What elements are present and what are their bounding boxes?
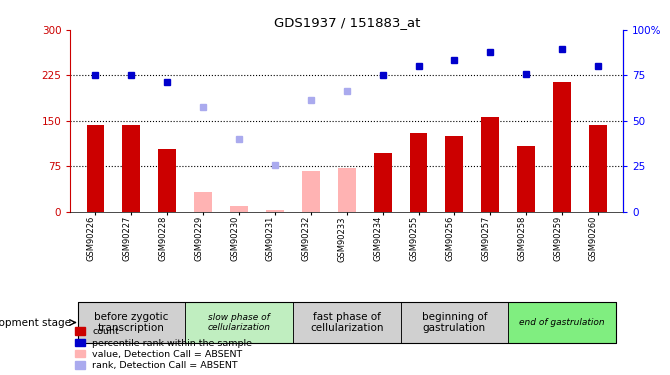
Bar — [86, 125, 105, 212]
Bar — [230, 206, 248, 212]
Bar — [409, 133, 427, 212]
Bar — [185, 302, 293, 343]
Bar — [194, 192, 212, 212]
Bar — [123, 125, 140, 212]
Bar — [266, 210, 284, 212]
Text: before zygotic
transcription: before zygotic transcription — [94, 312, 169, 333]
Text: beginning of
gastrulation: beginning of gastrulation — [421, 312, 487, 333]
Bar — [401, 302, 509, 343]
Bar — [517, 146, 535, 212]
Bar — [374, 153, 391, 212]
Bar — [509, 302, 616, 343]
Bar — [589, 125, 607, 212]
Bar — [293, 302, 401, 343]
Legend: count, percentile rank within the sample, value, Detection Call = ABSENT, rank, : count, percentile rank within the sample… — [75, 327, 252, 370]
Bar — [481, 117, 499, 212]
Text: slow phase of
cellularization: slow phase of cellularization — [208, 313, 271, 332]
Title: GDS1937 / 151883_at: GDS1937 / 151883_at — [273, 16, 420, 29]
Bar — [338, 168, 356, 212]
Bar — [553, 81, 571, 212]
Text: development stage: development stage — [0, 318, 71, 327]
Bar — [158, 149, 176, 212]
Bar — [446, 136, 464, 212]
Bar — [302, 171, 320, 212]
Bar — [78, 302, 185, 343]
Text: fast phase of
cellularization: fast phase of cellularization — [310, 312, 383, 333]
Text: end of gastrulation: end of gastrulation — [519, 318, 605, 327]
